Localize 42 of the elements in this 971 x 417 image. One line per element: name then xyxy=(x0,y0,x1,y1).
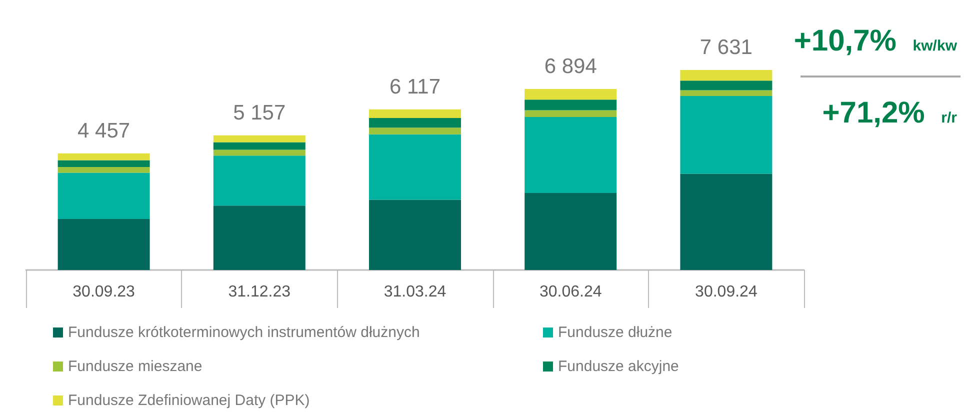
x-tick-label: 31.12.23 xyxy=(228,284,291,300)
annotation: 6 117 xyxy=(390,75,440,98)
bar xyxy=(524,117,617,193)
bar xyxy=(213,142,306,150)
bar xyxy=(369,118,461,128)
bar xyxy=(524,89,617,100)
legend-label: Fundusze akcyjne xyxy=(558,358,679,375)
annotation: 7 631 xyxy=(700,36,752,59)
bar xyxy=(680,96,772,174)
x-tick-label: 30.09.23 xyxy=(72,284,136,300)
bar xyxy=(213,135,306,142)
legend-label: Fundusze Zdefiniowanej Daty (PPK) xyxy=(68,392,310,409)
bar xyxy=(213,206,306,270)
annotation: 6 894 xyxy=(544,55,598,78)
bar xyxy=(369,109,461,118)
x-tick-label: 30.06.24 xyxy=(539,284,602,300)
bar xyxy=(58,167,150,173)
bar xyxy=(58,219,150,270)
x-tick-label: 31.03.24 xyxy=(384,284,446,300)
bar xyxy=(369,134,461,200)
bar xyxy=(58,172,150,219)
text: +71,2% r/r xyxy=(822,96,958,130)
legend-label: Fundusze krótkoterminowych instrumentów dłużnych xyxy=(68,324,420,341)
legend-label: Fundusze mieszane xyxy=(68,358,202,375)
bar xyxy=(58,153,150,160)
bar xyxy=(680,70,772,81)
legend-label: Fundusze dłużne xyxy=(558,324,672,341)
bar xyxy=(213,156,306,206)
text: +10,7% kw/kw xyxy=(794,24,958,58)
x-tick-label: 30.09.24 xyxy=(695,284,758,300)
bar xyxy=(524,193,617,270)
bar xyxy=(58,160,150,167)
annotation: 5 157 xyxy=(233,101,286,124)
bar xyxy=(680,174,772,270)
bar xyxy=(524,110,617,117)
annotation: 4 457 xyxy=(78,119,130,142)
bar xyxy=(524,100,617,110)
bar xyxy=(680,80,772,90)
bar xyxy=(213,150,306,156)
bar xyxy=(369,128,461,134)
bar xyxy=(680,90,772,96)
bar xyxy=(369,200,461,270)
